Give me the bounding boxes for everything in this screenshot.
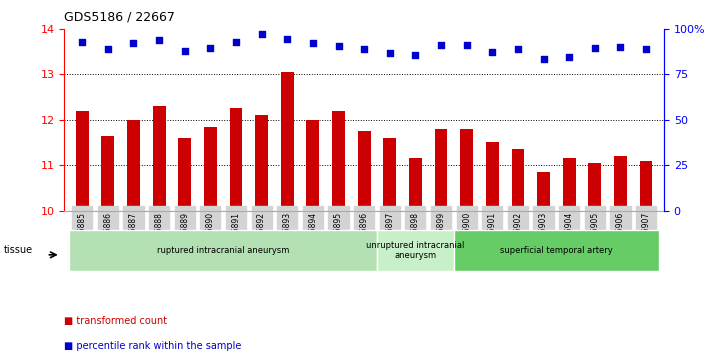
Bar [255, 115, 268, 211]
Bar [121, 211, 146, 212]
Point [154, 37, 165, 43]
Bar [146, 211, 172, 212]
Bar [332, 111, 345, 211]
Text: unruptured intracranial
aneurysm: unruptured intracranial aneurysm [366, 241, 465, 260]
Bar [403, 211, 428, 212]
Bar [640, 161, 653, 211]
Point [128, 40, 139, 46]
Bar [274, 211, 300, 212]
Bar [588, 163, 601, 211]
Bar [428, 211, 454, 212]
Point [205, 45, 216, 51]
Bar [69, 211, 95, 212]
Bar [582, 211, 608, 212]
Bar [608, 211, 633, 212]
Bar [633, 211, 659, 212]
Bar [383, 138, 396, 211]
Bar [556, 211, 582, 212]
Bar [480, 211, 505, 212]
Bar [178, 138, 191, 211]
Point [102, 46, 114, 52]
Point [615, 44, 626, 50]
Text: superficial temporal artery: superficial temporal artery [500, 246, 613, 255]
Bar [486, 143, 498, 211]
Bar [351, 211, 377, 212]
Bar [531, 211, 556, 212]
Bar [281, 72, 293, 211]
Point [281, 36, 293, 42]
Bar [326, 211, 351, 212]
Bar [454, 211, 480, 212]
Bar [76, 111, 89, 211]
Text: ■ percentile rank within the sample: ■ percentile rank within the sample [64, 341, 241, 351]
Text: ruptured intracranial aneurysm: ruptured intracranial aneurysm [157, 246, 289, 255]
Point [179, 48, 191, 54]
Bar [537, 172, 550, 211]
Bar [377, 211, 403, 212]
Text: tissue: tissue [4, 245, 33, 256]
Bar [614, 156, 627, 211]
Point [461, 42, 473, 48]
Bar [511, 149, 524, 211]
Point [358, 46, 370, 52]
Text: GDS5186 / 22667: GDS5186 / 22667 [64, 11, 175, 24]
Bar [306, 120, 319, 211]
Bar [409, 158, 422, 211]
Bar [101, 136, 114, 211]
Bar [153, 106, 166, 211]
Point [436, 42, 447, 48]
FancyBboxPatch shape [377, 229, 454, 272]
Bar [461, 129, 473, 211]
Bar [172, 211, 198, 212]
Point [256, 32, 267, 37]
Point [589, 45, 600, 51]
Bar [223, 211, 248, 212]
Bar [198, 211, 223, 212]
Point [640, 46, 652, 52]
Bar [300, 211, 326, 212]
Point [410, 53, 421, 58]
Bar [358, 131, 371, 211]
Point [307, 40, 318, 46]
FancyBboxPatch shape [69, 229, 377, 272]
Bar [248, 211, 274, 212]
Bar [563, 158, 575, 211]
Text: ■ transformed count: ■ transformed count [64, 316, 167, 326]
Bar [435, 129, 448, 211]
Point [512, 46, 523, 52]
Point [333, 44, 344, 49]
Point [384, 50, 396, 56]
FancyBboxPatch shape [454, 229, 659, 272]
Bar [230, 109, 242, 211]
Bar [505, 211, 531, 212]
Bar [204, 127, 217, 211]
Point [563, 54, 575, 60]
Point [538, 56, 549, 61]
Point [231, 39, 242, 45]
Bar [127, 120, 140, 211]
Bar [95, 211, 121, 212]
Point [76, 39, 88, 45]
Point [486, 49, 498, 55]
